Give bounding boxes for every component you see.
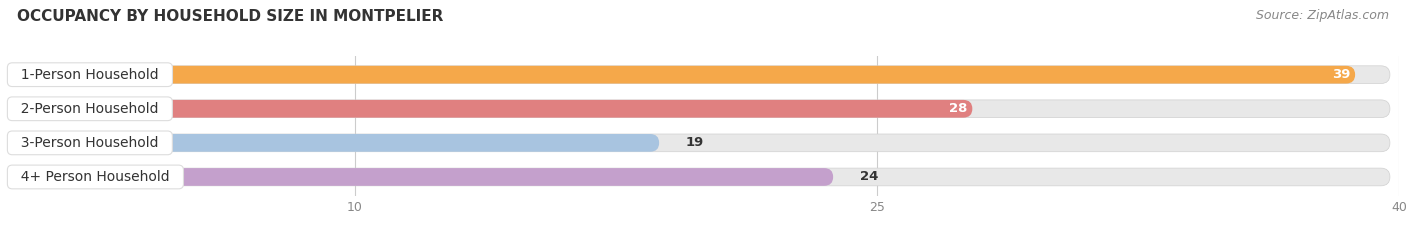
FancyBboxPatch shape bbox=[15, 134, 1391, 152]
Text: 24: 24 bbox=[859, 171, 877, 183]
FancyBboxPatch shape bbox=[15, 100, 973, 118]
Text: 2-Person Household: 2-Person Household bbox=[13, 102, 167, 116]
Text: 28: 28 bbox=[949, 102, 967, 115]
FancyBboxPatch shape bbox=[15, 66, 1391, 84]
FancyBboxPatch shape bbox=[15, 168, 834, 186]
Text: 1-Person Household: 1-Person Household bbox=[13, 68, 167, 82]
Text: 3-Person Household: 3-Person Household bbox=[13, 136, 167, 150]
Text: OCCUPANCY BY HOUSEHOLD SIZE IN MONTPELIER: OCCUPANCY BY HOUSEHOLD SIZE IN MONTPELIE… bbox=[17, 9, 443, 24]
Text: 4+ Person Household: 4+ Person Household bbox=[13, 170, 179, 184]
Text: Source: ZipAtlas.com: Source: ZipAtlas.com bbox=[1256, 9, 1389, 22]
FancyBboxPatch shape bbox=[15, 168, 1391, 186]
Text: 19: 19 bbox=[686, 136, 704, 149]
FancyBboxPatch shape bbox=[15, 66, 1355, 84]
FancyBboxPatch shape bbox=[15, 100, 1391, 118]
FancyBboxPatch shape bbox=[15, 134, 659, 152]
Text: 39: 39 bbox=[1331, 68, 1350, 81]
